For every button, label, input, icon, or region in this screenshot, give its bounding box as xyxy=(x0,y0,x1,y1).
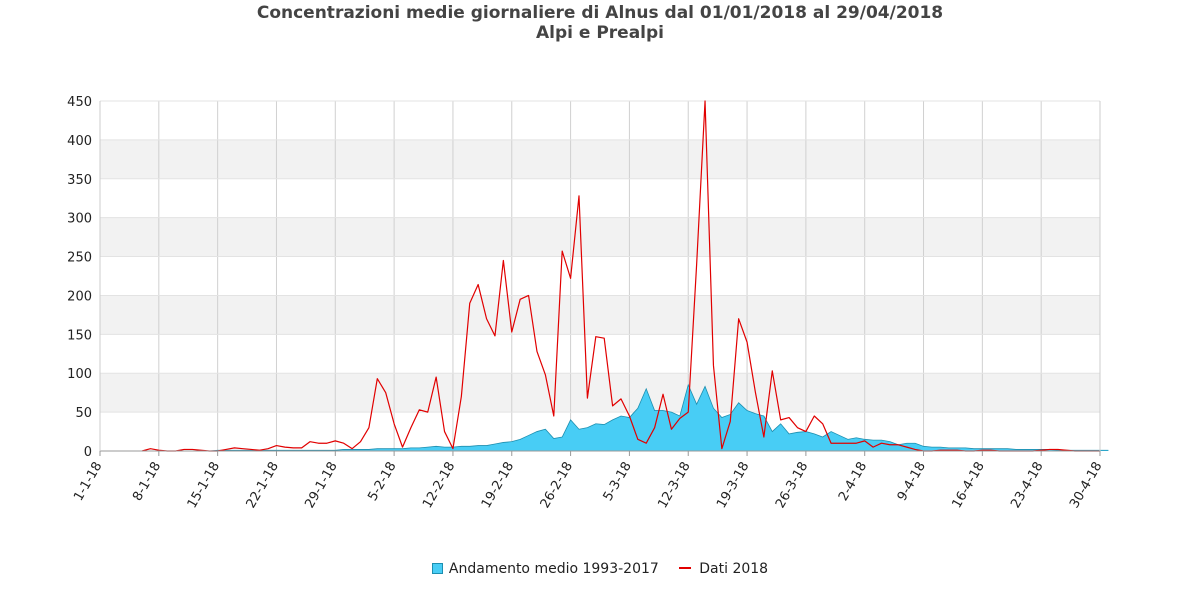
x-tick-label: 23-4-18 xyxy=(1008,460,1046,511)
x-tick-label: 5-2-18 xyxy=(365,460,399,504)
plot-band xyxy=(100,217,1100,257)
y-tick-label: 350 xyxy=(67,173,92,188)
legend-label-average: Andamento medio 1993-2017 xyxy=(448,561,659,577)
x-tick-label: 12-3-18 xyxy=(655,460,693,511)
x-tick-label: 9-4-18 xyxy=(895,460,929,504)
x-tick-label: 12-2-18 xyxy=(420,460,458,511)
plot-band xyxy=(100,295,1100,335)
chart-subtitle: Alpi e Prealpi xyxy=(535,23,664,43)
x-tick-label: 5-3-18 xyxy=(601,460,635,504)
plot-band xyxy=(100,139,1100,179)
x-tick-label: 1-1-18 xyxy=(71,460,105,504)
vertical-gridlines xyxy=(99,101,1101,451)
x-tick-labels: 1-1-18 8-1-18 15-1-18 22-1-18 29-1-18 5-2-18 1… xyxy=(71,460,1105,511)
series-average-edge xyxy=(100,383,1109,452)
y-tick-label: 50 xyxy=(75,406,92,421)
chart-legend: Andamento medio 1993-2017 Dati 2018 xyxy=(0,561,1200,577)
x-tick-label: 16-4-18 xyxy=(949,460,987,511)
x-tick-label: 26-2-18 xyxy=(538,460,576,511)
series-area-group xyxy=(100,383,1109,452)
y-tick-label: 300 xyxy=(67,212,92,227)
chart-title-line: Concentrazioni medie giornaliere di Alnu… xyxy=(256,3,944,23)
y-tick-label: 250 xyxy=(67,251,92,266)
x-tick-label: 29-1-18 xyxy=(302,460,340,511)
series-2018-line xyxy=(141,100,1100,452)
legend-item-average[interactable]: Andamento medio 1993-2017 xyxy=(431,561,659,577)
axes-group xyxy=(99,101,1101,456)
y-tick-label: 200 xyxy=(67,289,92,304)
x-tick-label: 8-1-18 xyxy=(130,460,164,504)
y-tick-labels: 0 50 100 150 200 250 300 350 400 450 xyxy=(67,95,92,460)
legend-label-2018: Dati 2018 xyxy=(699,561,769,577)
y-tick-label: 100 xyxy=(67,367,92,382)
legend-swatch-area xyxy=(431,562,443,574)
x-tick-label: 30-4-18 xyxy=(1067,460,1105,511)
y-tick-label: 150 xyxy=(67,328,92,343)
series-average-area xyxy=(100,384,1109,451)
x-tick-label: 19-3-18 xyxy=(714,460,752,511)
x-tick-label: 19-2-18 xyxy=(479,460,517,511)
legend-swatch-line xyxy=(679,567,692,569)
plot-bands xyxy=(100,139,1100,413)
series-line-group xyxy=(141,100,1100,452)
x-tick-label: 2-4-18 xyxy=(836,460,870,504)
chart-title: Concentrazioni medie giornaliere di Alnu… xyxy=(0,3,1200,43)
x-tick-label: 15-1-18 xyxy=(185,460,223,511)
y-tick-label: 400 xyxy=(67,134,92,149)
plot-band xyxy=(100,373,1100,413)
x-tick-label: 26-3-18 xyxy=(773,460,811,511)
y-tick-label: 0 xyxy=(84,445,92,460)
y-tick-label: 450 xyxy=(67,95,92,110)
legend-item-2018[interactable]: Dati 2018 xyxy=(679,561,768,577)
x-tick-label: 22-1-18 xyxy=(244,460,282,511)
